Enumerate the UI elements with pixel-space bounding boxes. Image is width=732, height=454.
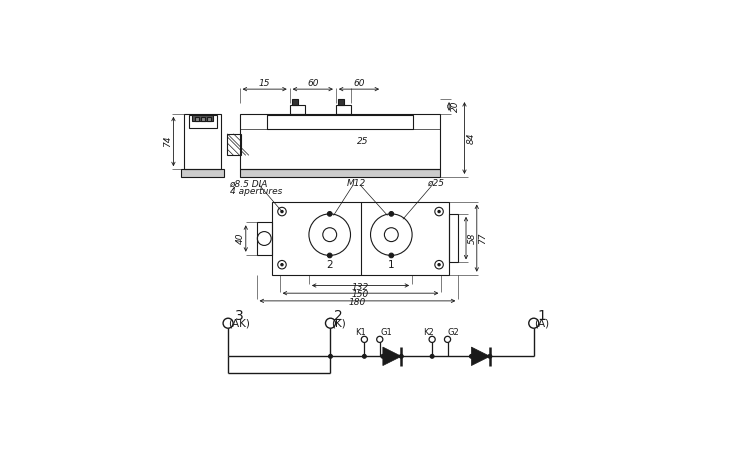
Bar <box>338 99 344 104</box>
Bar <box>195 117 199 122</box>
Text: 3: 3 <box>234 309 243 322</box>
Circle shape <box>381 355 385 358</box>
Circle shape <box>488 355 492 358</box>
Text: (A): (A) <box>534 319 549 329</box>
Text: 77: 77 <box>479 232 488 244</box>
Text: 150: 150 <box>352 291 369 299</box>
Text: 20: 20 <box>451 101 460 112</box>
Text: (AK): (AK) <box>228 319 250 329</box>
Text: 4 apertures: 4 apertures <box>230 187 282 196</box>
Text: 58: 58 <box>468 232 477 244</box>
Text: 74: 74 <box>163 136 172 147</box>
Polygon shape <box>383 347 401 365</box>
Circle shape <box>389 253 394 258</box>
Bar <box>272 202 449 275</box>
Circle shape <box>362 355 366 358</box>
Bar <box>192 115 214 122</box>
Text: 84: 84 <box>467 132 476 144</box>
Bar <box>189 115 217 128</box>
Text: G2: G2 <box>448 328 460 337</box>
Bar <box>266 115 413 129</box>
Circle shape <box>327 212 332 216</box>
Bar <box>239 169 440 177</box>
Bar <box>181 169 224 177</box>
Circle shape <box>329 355 332 358</box>
Text: M12: M12 <box>347 178 366 188</box>
Bar <box>336 104 351 114</box>
Text: 60: 60 <box>307 79 318 88</box>
Text: 1: 1 <box>388 260 395 270</box>
Text: ø25: ø25 <box>427 178 444 188</box>
Bar <box>449 214 458 262</box>
Text: 180: 180 <box>349 298 366 307</box>
Circle shape <box>400 355 403 358</box>
Bar <box>207 117 211 122</box>
Text: 40: 40 <box>236 233 245 244</box>
Text: G1: G1 <box>380 328 392 337</box>
Text: K2: K2 <box>423 328 433 337</box>
Circle shape <box>438 263 440 266</box>
Text: (K): (K) <box>331 319 346 329</box>
Text: ø8.5 DIA: ø8.5 DIA <box>230 180 268 189</box>
Text: 132: 132 <box>352 283 369 291</box>
Text: 25: 25 <box>357 137 369 146</box>
Text: K1: K1 <box>355 328 366 337</box>
Bar <box>184 114 221 169</box>
Circle shape <box>281 263 283 266</box>
Text: 2: 2 <box>334 309 343 322</box>
Circle shape <box>327 253 332 258</box>
Text: 1: 1 <box>537 309 546 322</box>
Bar <box>228 134 241 155</box>
Bar <box>290 104 305 114</box>
Text: 60: 60 <box>354 79 365 88</box>
Bar <box>239 114 440 169</box>
Text: 15: 15 <box>259 79 270 88</box>
Circle shape <box>469 355 474 358</box>
Circle shape <box>389 212 394 216</box>
Circle shape <box>438 210 440 213</box>
Bar <box>292 99 298 104</box>
Circle shape <box>281 210 283 213</box>
Text: 2: 2 <box>326 260 333 270</box>
Circle shape <box>430 355 434 358</box>
Polygon shape <box>471 347 490 365</box>
Bar <box>201 117 205 122</box>
Bar <box>257 222 272 255</box>
